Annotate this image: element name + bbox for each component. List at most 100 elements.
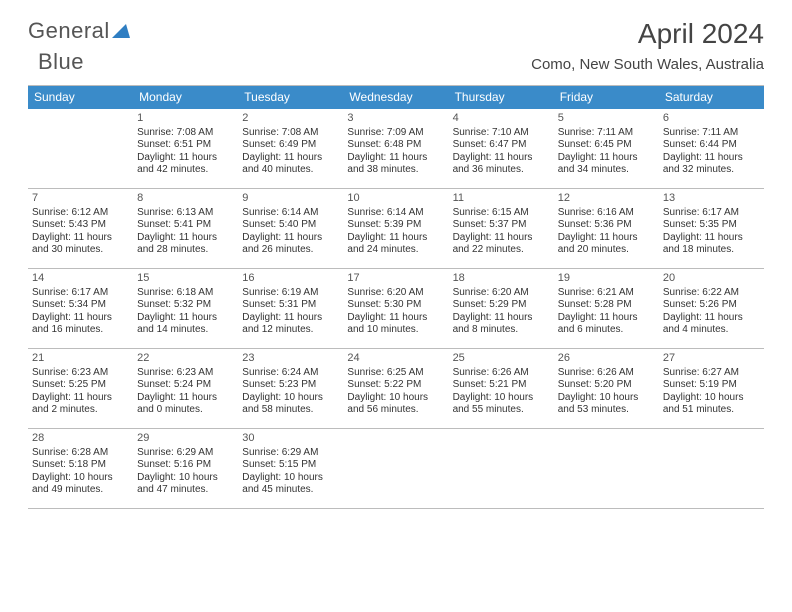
sunrise-text: Sunrise: 6:15 AM (453, 207, 550, 220)
sunset-text: Sunset: 5:18 PM (32, 459, 129, 472)
dow-header: Sunday (28, 86, 133, 109)
daylight-text: Daylight: 11 hours and 30 minutes. (32, 232, 129, 257)
day-number: 7 (32, 192, 129, 206)
daylight-text: Daylight: 11 hours and 40 minutes. (242, 152, 339, 177)
dow-header: Wednesday (343, 86, 448, 109)
sunrise-text: Sunrise: 6:20 AM (453, 287, 550, 300)
sunset-text: Sunset: 5:31 PM (242, 299, 339, 312)
daylight-text: Daylight: 11 hours and 42 minutes. (137, 152, 234, 177)
calendar-cell: 15Sunrise: 6:18 AMSunset: 5:32 PMDayligh… (133, 269, 238, 349)
daylight-text: Daylight: 11 hours and 34 minutes. (558, 152, 655, 177)
calendar-cell-empty (449, 429, 554, 509)
daylight-text: Daylight: 10 hours and 47 minutes. (137, 472, 234, 497)
calendar-cell: 4Sunrise: 7:10 AMSunset: 6:47 PMDaylight… (449, 109, 554, 189)
sunrise-text: Sunrise: 6:18 AM (137, 287, 234, 300)
calendar-cell: 17Sunrise: 6:20 AMSunset: 5:30 PMDayligh… (343, 269, 448, 349)
sunrise-text: Sunrise: 7:08 AM (242, 127, 339, 140)
title-block: April 2024 Como, New South Wales, Austra… (531, 18, 764, 73)
daylight-text: Daylight: 10 hours and 56 minutes. (347, 392, 444, 417)
sunset-text: Sunset: 5:28 PM (558, 299, 655, 312)
sunrise-text: Sunrise: 6:27 AM (663, 367, 760, 380)
logo: General (28, 18, 132, 44)
calendar-cell: 28Sunrise: 6:28 AMSunset: 5:18 PMDayligh… (28, 429, 133, 509)
day-number: 11 (453, 192, 550, 206)
daylight-text: Daylight: 11 hours and 22 minutes. (453, 232, 550, 257)
sunset-text: Sunset: 5:37 PM (453, 219, 550, 232)
sunset-text: Sunset: 5:30 PM (347, 299, 444, 312)
sunset-text: Sunset: 6:49 PM (242, 139, 339, 152)
dow-header: Thursday (449, 86, 554, 109)
sunset-text: Sunset: 6:44 PM (663, 139, 760, 152)
calendar-cell: 26Sunrise: 6:26 AMSunset: 5:20 PMDayligh… (554, 349, 659, 429)
calendar-cell-empty: . (28, 109, 133, 189)
sunset-text: Sunset: 6:47 PM (453, 139, 550, 152)
calendar-cell: 23Sunrise: 6:24 AMSunset: 5:23 PMDayligh… (238, 349, 343, 429)
sunrise-text: Sunrise: 6:17 AM (663, 207, 760, 220)
day-number: 5 (558, 112, 655, 126)
daylight-text: Daylight: 11 hours and 38 minutes. (347, 152, 444, 177)
day-number: 6 (663, 112, 760, 126)
daylight-text: Daylight: 11 hours and 32 minutes. (663, 152, 760, 177)
sunrise-text: Sunrise: 6:19 AM (242, 287, 339, 300)
day-number: 27 (663, 352, 760, 366)
day-number: 8 (137, 192, 234, 206)
calendar-cell: 12Sunrise: 6:16 AMSunset: 5:36 PMDayligh… (554, 189, 659, 269)
day-number: 21 (32, 352, 129, 366)
daylight-text: Daylight: 10 hours and 45 minutes. (242, 472, 339, 497)
day-number: 28 (32, 432, 129, 446)
daylight-text: Daylight: 11 hours and 14 minutes. (137, 312, 234, 337)
calendar-cell: 5Sunrise: 7:11 AMSunset: 6:45 PMDaylight… (554, 109, 659, 189)
calendar-cell: 7Sunrise: 6:12 AMSunset: 5:43 PMDaylight… (28, 189, 133, 269)
sunrise-text: Sunrise: 6:29 AM (137, 447, 234, 460)
daylight-text: Daylight: 11 hours and 2 minutes. (32, 392, 129, 417)
calendar-cell: 2Sunrise: 7:08 AMSunset: 6:49 PMDaylight… (238, 109, 343, 189)
dow-header: Saturday (659, 86, 764, 109)
day-number: 16 (242, 272, 339, 286)
day-number: 26 (558, 352, 655, 366)
calendar-cell: 1Sunrise: 7:08 AMSunset: 6:51 PMDaylight… (133, 109, 238, 189)
sunrise-text: Sunrise: 6:17 AM (32, 287, 129, 300)
calendar-cell: 14Sunrise: 6:17 AMSunset: 5:34 PMDayligh… (28, 269, 133, 349)
daylight-text: Daylight: 11 hours and 6 minutes. (558, 312, 655, 337)
sunrise-text: Sunrise: 7:08 AM (137, 127, 234, 140)
calendar-cell: 18Sunrise: 6:20 AMSunset: 5:29 PMDayligh… (449, 269, 554, 349)
sunset-text: Sunset: 5:43 PM (32, 219, 129, 232)
sunrise-text: Sunrise: 7:09 AM (347, 127, 444, 140)
sunset-text: Sunset: 5:20 PM (558, 379, 655, 392)
day-number: 25 (453, 352, 550, 366)
sunset-text: Sunset: 5:16 PM (137, 459, 234, 472)
calendar-cell: 19Sunrise: 6:21 AMSunset: 5:28 PMDayligh… (554, 269, 659, 349)
sunrise-text: Sunrise: 6:28 AM (32, 447, 129, 460)
calendar-cell: 10Sunrise: 6:14 AMSunset: 5:39 PMDayligh… (343, 189, 448, 269)
daylight-text: Daylight: 11 hours and 18 minutes. (663, 232, 760, 257)
day-number: 13 (663, 192, 760, 206)
sunrise-text: Sunrise: 7:10 AM (453, 127, 550, 140)
sunset-text: Sunset: 5:25 PM (32, 379, 129, 392)
calendar-cell: 27Sunrise: 6:27 AMSunset: 5:19 PMDayligh… (659, 349, 764, 429)
daylight-text: Daylight: 10 hours and 55 minutes. (453, 392, 550, 417)
sunset-text: Sunset: 6:48 PM (347, 139, 444, 152)
sunset-text: Sunset: 5:35 PM (663, 219, 760, 232)
month-title: April 2024 (531, 18, 764, 50)
dow-header: Tuesday (238, 86, 343, 109)
sunset-text: Sunset: 5:32 PM (137, 299, 234, 312)
day-number: 1 (137, 112, 234, 126)
day-number: 24 (347, 352, 444, 366)
calendar-cell: 3Sunrise: 7:09 AMSunset: 6:48 PMDaylight… (343, 109, 448, 189)
sunset-text: Sunset: 6:51 PM (137, 139, 234, 152)
sunrise-text: Sunrise: 7:11 AM (663, 127, 760, 140)
calendar-cell-empty (554, 429, 659, 509)
daylight-text: Daylight: 11 hours and 26 minutes. (242, 232, 339, 257)
day-number: 9 (242, 192, 339, 206)
sunset-text: Sunset: 5:24 PM (137, 379, 234, 392)
calendar-cell: 22Sunrise: 6:23 AMSunset: 5:24 PMDayligh… (133, 349, 238, 429)
logo-text-1: General (28, 18, 110, 44)
daylight-text: Daylight: 11 hours and 10 minutes. (347, 312, 444, 337)
calendar-cell-empty (343, 429, 448, 509)
sunrise-text: Sunrise: 6:29 AM (242, 447, 339, 460)
sunset-text: Sunset: 5:22 PM (347, 379, 444, 392)
day-number: 10 (347, 192, 444, 206)
sunrise-text: Sunrise: 6:12 AM (32, 207, 129, 220)
sunset-text: Sunset: 5:23 PM (242, 379, 339, 392)
day-number: 2 (242, 112, 339, 126)
